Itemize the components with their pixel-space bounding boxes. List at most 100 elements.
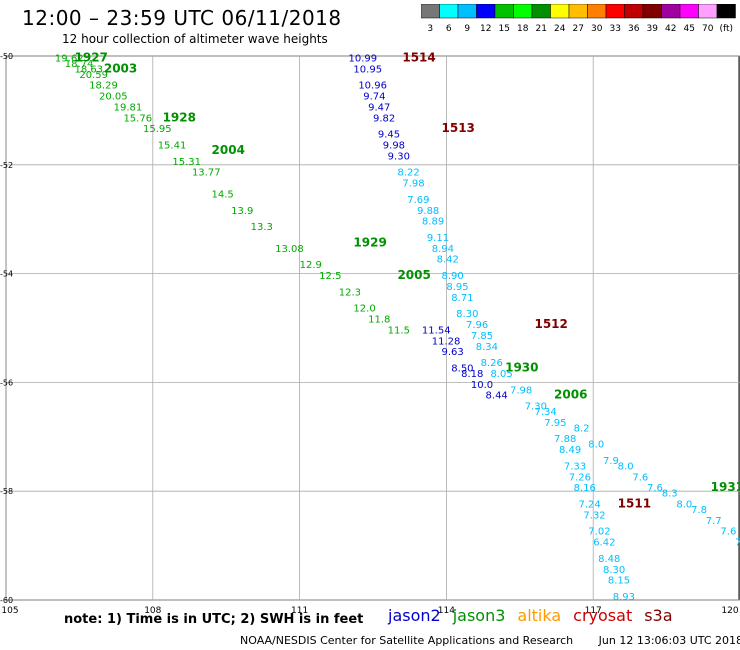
- altika-swh-label: 8.15: [608, 576, 630, 587]
- jason2-swh-label: 11.28: [432, 336, 461, 347]
- altika-swh-label: 7.98: [510, 385, 532, 396]
- jason2-swh-label: 10.96: [358, 81, 387, 92]
- altika-swh-label: 7.6: [632, 472, 648, 483]
- altika-swh-label: 8.95: [446, 282, 468, 293]
- altika-swh-label: 8.16: [574, 483, 596, 494]
- satellite-s3a: s3a: [644, 606, 673, 625]
- lon-tick-label: 108: [144, 606, 161, 616]
- legend-label: 15: [499, 24, 510, 34]
- jason3-swh-label: 15.76: [123, 113, 152, 124]
- legend-label: 70: [702, 24, 714, 34]
- pass-annotation: 1927: [75, 50, 108, 64]
- altika-track: 8.227.987.699.888.899.118.948.428.908.95…: [397, 168, 740, 603]
- legend-label: 6: [446, 24, 452, 34]
- jason3-swh-label: 14.5: [212, 189, 234, 200]
- map-frame: [5, 55, 740, 601]
- altika-swh-label: 7.8: [691, 505, 707, 516]
- legend-label: 24: [554, 24, 566, 34]
- color-legend: 3 6 9 12 15 18 21 24 27 30 33 36 39 42 45 70 (ft): [421, 4, 736, 34]
- legend-label: 3: [427, 24, 433, 34]
- pass-annotation: 1929: [353, 235, 386, 249]
- lat-tick-label: -50: [0, 52, 13, 61]
- altika-swh-label: 8.71: [451, 293, 473, 304]
- altika-swh-label: 7.33: [564, 461, 586, 472]
- altika-swh-label: 7.9: [603, 456, 619, 467]
- legend-label: 39: [647, 24, 659, 34]
- altika-swh-label: 8.49: [559, 445, 581, 456]
- pass-annotation: 1930: [505, 361, 538, 375]
- lat-tick-label: -52: [0, 161, 13, 170]
- legend-label: (ft): [719, 24, 733, 34]
- jason3-swh-label: 13.08: [275, 244, 304, 255]
- altika-swh-label: 8.2: [574, 423, 590, 434]
- jason3-swh-label: 19.62: [55, 53, 84, 64]
- pass-annotation: 2004: [212, 143, 245, 157]
- altika-swh-label: 8.34: [476, 342, 498, 353]
- altika-swh-label: 8.89: [422, 217, 444, 228]
- legend-label: 18: [517, 24, 529, 34]
- footnote: note: 1) Time is in UTC; 2) SWH is in fe…: [64, 612, 364, 627]
- jason3-swh-label: 13.77: [192, 168, 221, 179]
- satellite-cryosat: cryosat: [573, 606, 633, 625]
- legend-label: 12: [480, 24, 491, 34]
- jason3-swh-label: 18.74: [65, 59, 94, 70]
- jason3-swh-label: 15.31: [172, 157, 201, 168]
- altika-swh-label: 8.22: [397, 168, 419, 179]
- satellite-jason3: jason3: [452, 606, 506, 625]
- altika-swh-label: 8.30: [456, 309, 478, 320]
- altika-swh-label: 8.90: [442, 271, 464, 282]
- credit-line: NOAA/NESDIS Center for Satellite Applica…: [240, 634, 740, 647]
- legend-label: 27: [573, 24, 584, 34]
- pass-annotation: 2006: [554, 388, 587, 402]
- jason2-swh-label: 8.18: [461, 369, 483, 380]
- pass-annotation: 1514: [402, 50, 435, 64]
- lat-tick-label: -60: [0, 596, 13, 605]
- altika-swh-label: 7.34: [534, 407, 556, 418]
- jason2-swh-label: 10.95: [353, 64, 382, 75]
- legend-swatch: [716, 4, 736, 19]
- altika-swh-label: 7.96: [466, 320, 488, 331]
- jason3-swh-label: 11.8: [368, 315, 390, 326]
- altika-swh-label: 8.42: [437, 255, 459, 266]
- altika-swh-label: 7.69: [407, 195, 429, 206]
- altika-swh-label: 7.32: [583, 510, 605, 521]
- altika-swh-label: 8.0: [618, 461, 634, 472]
- altika-swh-label: 9.88: [417, 206, 439, 217]
- altika-swh-label: 8.30: [603, 565, 625, 576]
- jason2-swh-label: 9.45: [378, 130, 400, 141]
- legend-label: 33: [610, 24, 621, 34]
- jason3-swh-label: 19.81: [114, 102, 143, 113]
- lon-tick-label: 114: [438, 606, 455, 616]
- legend-label: 21: [536, 24, 547, 34]
- altika-swh-label: 8.93: [613, 592, 635, 603]
- pass-annotation: 1512: [534, 317, 567, 331]
- altika-swh-label: 7.98: [402, 179, 424, 190]
- jason2-swh-label: 9.30: [388, 151, 410, 162]
- altika-swh-label: 8.0: [676, 500, 692, 511]
- lon-tick-label: 117: [585, 606, 602, 616]
- altika-swh-label: 7.4: [735, 538, 740, 549]
- altika-swh-label: 7.02: [588, 527, 610, 538]
- altika-swh-label: 9.11: [427, 233, 449, 244]
- jason3-swh-label: 12.3: [339, 287, 361, 298]
- jason3-swh-label: 13.9: [231, 206, 253, 217]
- jason3-swh-label: 15.41: [158, 140, 187, 151]
- pass-annotation: 1511: [618, 497, 651, 511]
- altika-swh-label: 7.6: [647, 483, 663, 494]
- legend-label: 9: [464, 24, 470, 34]
- jason3-swh-label: 12.0: [353, 304, 375, 315]
- altika-swh-label: 8.48: [598, 554, 620, 565]
- jason2-swh-label: 10.0: [471, 380, 493, 391]
- satellite-legend: jason2 jason3 altika cryosat s3a: [388, 606, 685, 625]
- jason3-swh-label: 13.3: [251, 222, 273, 233]
- jason3-swh-label: 20.05: [99, 92, 128, 103]
- jason3-swh-label: 12.5: [319, 271, 341, 282]
- altika-swh-label: 8.05: [490, 369, 512, 380]
- jason3-swh-label: 11.5: [388, 325, 410, 336]
- jason2-swh-label: 9.74: [363, 92, 385, 103]
- lon-tick-label: 120: [721, 606, 738, 616]
- altika-swh-label: 7.95: [544, 418, 566, 429]
- jason2-swh-label: 10.99: [349, 53, 378, 64]
